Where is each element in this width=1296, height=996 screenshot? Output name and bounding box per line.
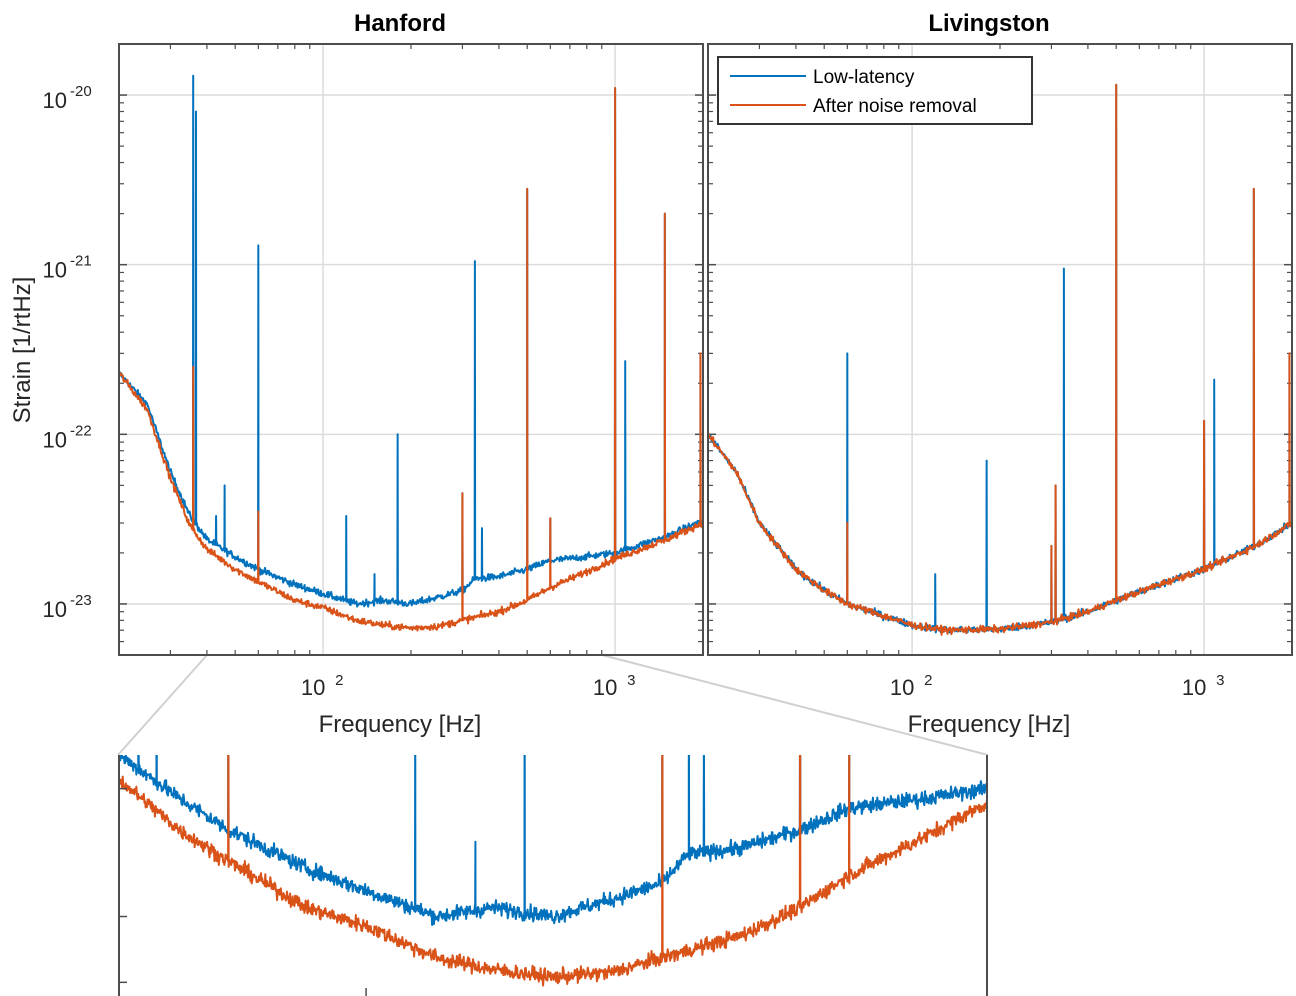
series-line-after-noise-removal (118, 87, 704, 632)
inset-series-line-after-noise-removal (119, 755, 987, 987)
livingston-x-axis-label: Frequency [Hz] (908, 711, 1071, 738)
livingston-tick-labels: 10 2 10 3 (890, 672, 1225, 700)
inset-ticks (119, 787, 367, 996)
x-tick-label: 10 (593, 675, 617, 700)
legend: Low-latency After noise removal (717, 56, 1033, 125)
y-tick-label-exponent: -22 (70, 422, 92, 439)
series-line-low-latency (118, 74, 704, 608)
inset-panel (118, 755, 988, 996)
y-axis-label: Strain [1/rtHz] (9, 277, 36, 424)
y-tick-label-exponent: -21 (70, 253, 92, 270)
zoom-connector-left (117, 654, 208, 756)
x-tick-label-exponent: 3 (627, 672, 635, 689)
inset-series-line-low-latency (119, 755, 987, 926)
livingston-axes-box (707, 43, 1293, 656)
y-tick-label-exponent: -23 (70, 592, 92, 609)
y-tick-label: 10 (43, 258, 67, 283)
x-tick-label: 10 (1182, 675, 1206, 700)
x-tick-label-exponent: 2 (335, 672, 343, 689)
y-tick-label-exponent: -20 (70, 83, 92, 100)
legend-label-after-noise-removal: After noise removal (813, 96, 977, 117)
legend-label-low-latency: Low-latency (813, 67, 915, 88)
y-tick-label: 10 (43, 427, 67, 452)
livingston-panel: Livingston 10 2 10 3 Frequency [Hz] Low-lat… (707, 10, 1293, 738)
livingston-plot-area (708, 44, 1292, 655)
x-tick-label-exponent: 3 (1216, 672, 1224, 689)
hanford-title: Hanford (354, 10, 446, 37)
hanford-x-axis-label: Frequency [Hz] (319, 711, 482, 738)
zoom-connector-right (601, 654, 989, 756)
legend-box (717, 56, 1033, 125)
livingston-title: Livingston (928, 10, 1049, 37)
inset-series (119, 755, 987, 987)
y-tick-label: 10 (43, 597, 67, 622)
y-tick-label: 10 (43, 88, 67, 113)
series-line-after-noise-removal (707, 83, 1293, 636)
hanford-axes-box (118, 43, 704, 656)
x-tick-label: 10 (301, 675, 325, 700)
livingston-series (707, 83, 1293, 636)
x-tick-label: 10 (890, 675, 914, 700)
x-tick-label-exponent: 2 (924, 672, 932, 689)
hanford-series (118, 74, 704, 632)
inset-plot-area (119, 755, 987, 996)
